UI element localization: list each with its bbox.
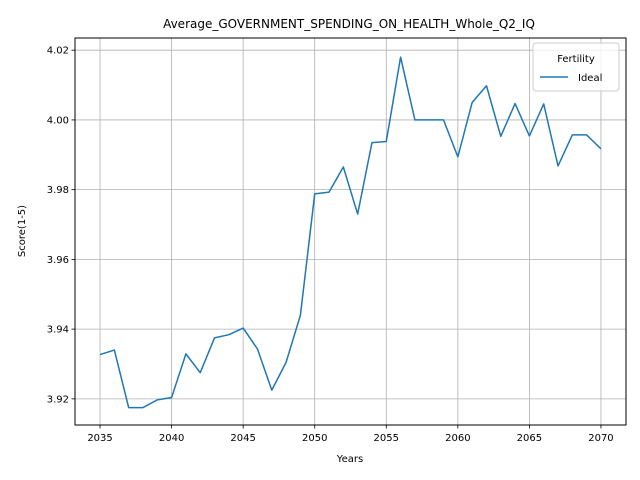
legend-label-ideal: Ideal <box>578 73 602 84</box>
x-tick-label: 2050 <box>302 433 327 444</box>
x-tick-label: 2065 <box>517 433 542 444</box>
y-axis-label: Score(1-5) <box>17 205 28 257</box>
plot-area-frame <box>74 37 627 426</box>
y-tick-label: 4.02 <box>47 46 69 57</box>
x-tick-label: 2070 <box>588 433 613 444</box>
legend: Fertility Ideal <box>532 42 620 92</box>
y-tick-label: 3.92 <box>47 394 69 405</box>
chart-title: Average_GOVERNMENT_SPENDING_ON_HEALTH_Wh… <box>163 17 535 31</box>
series-line-ideal <box>99 56 602 409</box>
series-layer <box>99 56 602 409</box>
y-tick-label: 4.00 <box>47 115 69 126</box>
x-axis-label: Years <box>336 454 363 465</box>
y-tick-label: 3.98 <box>47 185 69 196</box>
x-tick-label: 2060 <box>445 433 470 444</box>
grid <box>75 38 626 425</box>
x-tick-label: 2055 <box>374 433 399 444</box>
y-tick-label: 3.96 <box>47 255 69 266</box>
x-tick-label: 2035 <box>87 433 112 444</box>
x-tick-label: 2040 <box>159 433 184 444</box>
legend-box <box>532 42 620 92</box>
y-tick-label: 3.94 <box>47 325 69 336</box>
legend-title: Fertility <box>557 54 595 65</box>
x-tick-label: 2045 <box>230 433 255 444</box>
y-axis: 3.92 3.94 3.96 3.98 4.00 4.02 <box>47 46 75 405</box>
x-axis: 2035 2040 2045 2050 2055 2060 2065 2070 <box>87 425 614 444</box>
